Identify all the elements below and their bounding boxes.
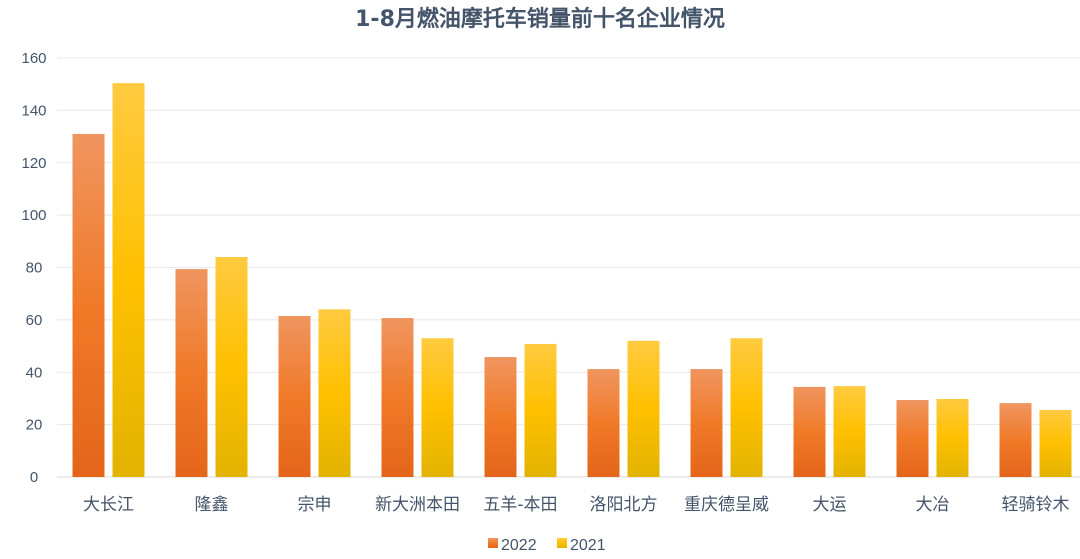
y-tick-label: 140 bbox=[21, 102, 46, 119]
bar-2022 bbox=[175, 269, 208, 477]
x-category-label: 五羊-本田 bbox=[483, 495, 557, 515]
bar-2021 bbox=[524, 343, 557, 477]
bar-2022 bbox=[896, 400, 929, 477]
bar-2022 bbox=[381, 318, 414, 477]
x-category-label: 新大洲本田 bbox=[375, 495, 460, 515]
bar-2021 bbox=[936, 398, 969, 477]
x-category-label: 重庆德呈威 bbox=[684, 495, 769, 515]
bar-2022 bbox=[999, 403, 1032, 477]
y-tick-label: 100 bbox=[21, 207, 46, 224]
y-tick-label: 160 bbox=[21, 50, 46, 67]
legend: 2022 2021 bbox=[488, 537, 606, 554]
y-tick-label: 40 bbox=[26, 364, 43, 381]
bar-2022 bbox=[484, 357, 517, 477]
x-category-label: 大运 bbox=[813, 495, 847, 515]
bar-2022 bbox=[278, 315, 311, 477]
bar-2022 bbox=[72, 133, 105, 477]
bar-2021 bbox=[833, 386, 866, 477]
bar-2021 bbox=[215, 257, 248, 477]
y-tick-label: 20 bbox=[26, 417, 43, 434]
x-category-label: 宗申 bbox=[298, 495, 332, 515]
bar-2021 bbox=[318, 309, 351, 477]
bar-2022 bbox=[690, 369, 723, 477]
bar-2022 bbox=[587, 369, 620, 477]
bar-2021 bbox=[1039, 409, 1072, 477]
bar-2021 bbox=[112, 83, 145, 477]
y-tick-label: 120 bbox=[21, 155, 46, 172]
x-category-label: 大冶 bbox=[916, 495, 950, 515]
bar-2022 bbox=[793, 386, 826, 477]
x-category-label: 洛阳北方 bbox=[590, 495, 658, 515]
y-tick-label: 60 bbox=[26, 312, 43, 329]
bar-2021 bbox=[730, 338, 763, 477]
x-category-label: 轻骑铃木 bbox=[1002, 495, 1070, 515]
y-tick-label: 0 bbox=[30, 469, 38, 486]
legend-swatch bbox=[488, 538, 498, 548]
legend-swatch bbox=[557, 538, 567, 548]
x-category-label: 隆鑫 bbox=[195, 495, 229, 515]
legend-label: 2022 bbox=[501, 537, 537, 554]
legend-label: 2021 bbox=[570, 537, 606, 554]
y-tick-label: 80 bbox=[26, 260, 43, 277]
bar-2021 bbox=[627, 340, 660, 477]
bar-2021 bbox=[421, 338, 454, 477]
chart-title: 1-8月燃油摩托车销量前十名企业情况 bbox=[355, 6, 725, 32]
x-category-label: 大长江 bbox=[83, 495, 134, 515]
